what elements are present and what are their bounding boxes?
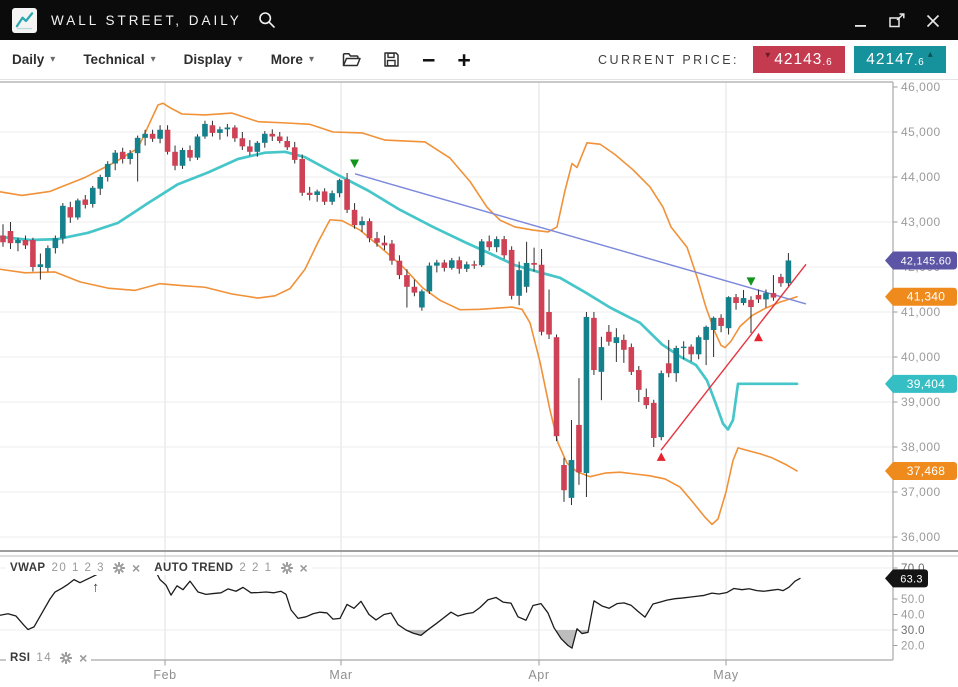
panel-borders <box>0 81 958 661</box>
candlesticks <box>0 120 792 506</box>
signal-markers <box>350 159 763 461</box>
svg-text:40,000: 40,000 <box>901 350 941 364</box>
vwap-indicator-params: 20 1 2 3 <box>51 562 106 574</box>
svg-text:Feb: Feb <box>153 668 176 682</box>
floppy-disk-icon <box>384 52 399 67</box>
ask-price-fraction: .6 <box>914 56 925 68</box>
chart-area: 46,00045,00044,00043,00042,00041,00040,0… <box>0 80 958 687</box>
svg-text:37,000: 37,000 <box>901 485 941 499</box>
gear-icon[interactable] <box>280 562 293 574</box>
price-tag-37468: 37,468 <box>885 461 957 480</box>
arrow-up-icon: ▴ <box>927 49 934 60</box>
rsi-indicator-params: 14 <box>36 652 53 664</box>
chevron-down-icon: ▾ <box>237 54 243 65</box>
svg-text:45,000: 45,000 <box>901 125 941 139</box>
chevron-down-icon: ▾ <box>150 54 156 65</box>
window-controls <box>852 12 946 28</box>
menu-technical-label: Technical <box>83 52 145 67</box>
svg-text:63.3: 63.3 <box>900 573 923 585</box>
rsi-indicator-row: RSI 14 × <box>6 649 92 666</box>
svg-text:41,000: 41,000 <box>901 305 941 319</box>
plus-icon: + <box>457 46 471 73</box>
menu-more-label: More <box>270 52 303 67</box>
close-icon[interactable]: × <box>79 649 88 666</box>
price-tag-39404: 39,404 <box>885 374 957 393</box>
auto-trend-line[interactable] <box>660 263 807 451</box>
price-tag-41340: 41,340 <box>885 287 957 306</box>
autotrend-indicator-params: 2 2 1 <box>239 562 273 574</box>
indicator-lines <box>0 102 799 526</box>
menu-more[interactable]: More ▾ <box>271 52 314 67</box>
menu-display-label: Display <box>183 52 232 67</box>
zoom-in-button[interactable]: + <box>457 46 471 73</box>
svg-text:20.0: 20.0 <box>901 641 925 653</box>
svg-text:Apr: Apr <box>528 668 549 682</box>
resistance-line[interactable] <box>354 173 807 305</box>
svg-text:39,404: 39,404 <box>907 377 946 391</box>
svg-text:41,340: 41,340 <box>907 290 946 304</box>
rsi-line <box>0 566 801 649</box>
close-icon[interactable]: × <box>132 559 141 576</box>
price-tag-4214560: 42,145.60 <box>885 251 957 270</box>
search-icon[interactable] <box>258 11 276 29</box>
svg-text:43,000: 43,000 <box>901 215 941 229</box>
vwap-indicator-label: VWAP <box>10 562 46 574</box>
svg-text:30.0: 30.0 <box>901 625 925 637</box>
autotrend-indicator-label: AUTO TREND <box>154 562 234 574</box>
folder-open-icon <box>342 52 361 66</box>
svg-text:44,000: 44,000 <box>901 170 941 184</box>
chevron-down-icon: ▾ <box>50 54 56 65</box>
arrow-down-icon: ▾ <box>765 50 772 61</box>
open-file-button[interactable] <box>342 52 361 68</box>
annotation-arrow[interactable]: ↑ <box>92 578 99 594</box>
restore-button[interactable] <box>888 12 906 28</box>
menu-display[interactable]: Display ▾ <box>184 52 243 67</box>
price-tag-633: 63.3 <box>885 569 928 588</box>
svg-text:Mar: Mar <box>329 668 352 682</box>
rsi-indicator-label: RSI <box>10 652 31 664</box>
svg-text:38,000: 38,000 <box>901 440 941 454</box>
svg-text:40.0: 40.0 <box>901 610 925 622</box>
ask-price-value: 42147 <box>866 50 915 68</box>
svg-text:39,000: 39,000 <box>901 395 941 409</box>
ask-price-badge: 42147 .6 ▴ <box>854 46 946 73</box>
app-logo-icon <box>12 7 37 33</box>
window-title: WALL STREET, DAILY <box>51 12 242 28</box>
bid-price-fraction: .6 <box>822 56 833 68</box>
gear-icon[interactable] <box>60 652 73 664</box>
month-gridlines <box>164 82 727 666</box>
menu-daily[interactable]: Daily ▾ <box>12 52 55 67</box>
bid-price-badge: ▾ 42143 .6 <box>753 46 845 73</box>
rsi-axis: 70.050.040.030.020.0 <box>0 563 925 653</box>
save-button[interactable] <box>383 51 400 68</box>
svg-text:↑: ↑ <box>92 578 99 594</box>
price-chart-canvas[interactable]: 46,00045,00044,00043,00042,00041,00040,0… <box>0 80 958 687</box>
minimize-button[interactable] <box>852 12 870 28</box>
svg-text:42,145.60: 42,145.60 <box>901 255 952 267</box>
gear-icon[interactable] <box>113 562 126 574</box>
svg-text:May: May <box>713 668 739 682</box>
menu-daily-label: Daily <box>12 52 45 67</box>
svg-text:50.0: 50.0 <box>901 594 925 606</box>
minus-icon: − <box>421 46 436 73</box>
bid-price-value: 42143 <box>774 50 823 68</box>
toolbar: Daily ▾ Technical ▾ Display ▾ More ▾ − +… <box>0 40 958 80</box>
svg-text:37,468: 37,468 <box>907 464 946 478</box>
current-price-label: CURRENT PRICE: <box>597 52 739 67</box>
zoom-out-button[interactable]: − <box>421 46 436 73</box>
chevron-down-icon: ▾ <box>308 54 314 65</box>
menu-technical[interactable]: Technical ▾ <box>83 52 155 67</box>
close-button[interactable] <box>924 12 942 28</box>
overlay-indicator-row: VWAP 20 1 2 3 × AUTO TREND 2 2 1 × <box>6 561 312 575</box>
svg-text:46,000: 46,000 <box>901 80 941 94</box>
window-titlebar: WALL STREET, DAILY <box>0 0 958 40</box>
svg-text:36,000: 36,000 <box>901 530 941 544</box>
close-icon[interactable]: × <box>299 559 308 576</box>
month-labels: Feb Mar Apr May <box>153 668 739 682</box>
